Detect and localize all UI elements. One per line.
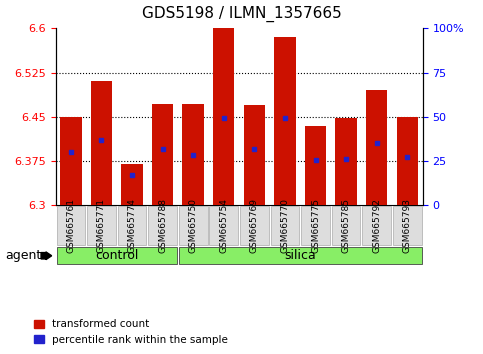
- Text: GSM665761: GSM665761: [66, 198, 75, 253]
- Bar: [244, 105, 265, 205]
- Bar: [213, 28, 235, 205]
- Bar: [397, 117, 418, 205]
- Bar: [91, 81, 112, 205]
- Text: GSM665785: GSM665785: [341, 198, 351, 253]
- Bar: [60, 117, 82, 205]
- Legend: transformed count, percentile rank within the sample: transformed count, percentile rank withi…: [29, 315, 232, 349]
- Bar: [366, 90, 387, 205]
- Bar: [121, 164, 143, 205]
- Text: GSM665750: GSM665750: [189, 198, 198, 253]
- Text: control: control: [95, 249, 139, 262]
- Text: GSM665771: GSM665771: [97, 198, 106, 253]
- Text: GSM665788: GSM665788: [158, 198, 167, 253]
- Text: GDS5198 / ILMN_1357665: GDS5198 / ILMN_1357665: [142, 5, 341, 22]
- Text: GSM665770: GSM665770: [281, 198, 289, 253]
- Bar: [335, 118, 357, 205]
- Text: GSM665774: GSM665774: [128, 198, 137, 253]
- Text: GSM665754: GSM665754: [219, 198, 228, 253]
- Bar: [274, 37, 296, 205]
- Text: agent: agent: [5, 249, 41, 262]
- Text: GSM665775: GSM665775: [311, 198, 320, 253]
- Text: GSM665769: GSM665769: [250, 198, 259, 253]
- Bar: [152, 104, 173, 205]
- Bar: [183, 104, 204, 205]
- Bar: [305, 126, 327, 205]
- Text: GSM665792: GSM665792: [372, 198, 381, 253]
- Text: GSM665793: GSM665793: [403, 198, 412, 253]
- Text: silica: silica: [284, 249, 316, 262]
